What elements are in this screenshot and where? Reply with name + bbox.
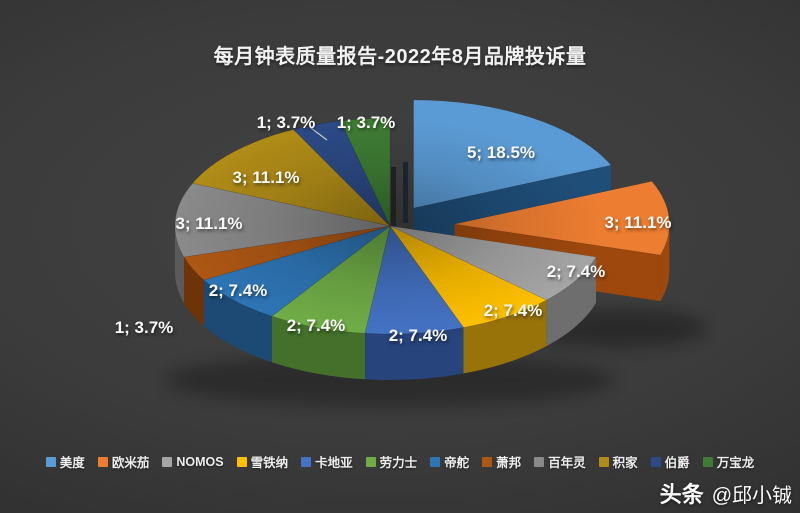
legend-label: 欧米茄 [111,456,150,470]
legend-swatch [365,456,376,467]
legend-swatch [236,456,247,467]
slice-label: 2; 7.4% [389,326,448,345]
pie-slice-side [184,257,204,326]
slice-label: 2; 7.4% [287,316,346,335]
legend-item: 积家 [598,452,638,471]
pie-slice-side [174,226,184,303]
legend-item: 欧米茄 [97,452,150,471]
legend-label: 百年灵 [548,456,586,470]
slice-label: 5; 18.5% [467,143,535,162]
legend-item: 萧邦 [482,452,521,471]
slice-label: 3; 11.1% [232,168,299,187]
pie-slice-side [463,300,547,374]
slice-label: 1; 3.7% [257,113,316,132]
slice-label: 2; 7.4% [484,301,543,320]
legend-label: 美度 [59,456,85,470]
chart-legend: 美度 欧米茄 NOMOS 雪铁纳 卡地亚 劳力士 帝舵 萧邦 百年灵 积家 伯爵 万宝龙 [0,452,800,471]
legend-item: 万宝龙 [702,452,755,471]
legend-swatch [702,456,713,467]
watermark-handle: @邱小铖 [711,485,792,507]
legend-item: 伯爵 [650,452,690,471]
legend-swatch [482,456,493,467]
legend-item: 美度 [45,452,85,471]
legend-item: 卡地亚 [301,452,353,471]
legend-item: 帝舵 [430,452,469,471]
chart-title: 每月钟表质量报告-2022年8月品牌投诉量 [213,46,587,68]
legend-swatch [97,456,108,467]
legend-label: 萧邦 [496,456,522,470]
legend-swatch [301,456,312,467]
legend-swatch [534,456,545,467]
slice-label: 3; 11.1% [175,214,242,233]
legend-swatch [430,456,441,467]
legend-swatch [162,456,173,467]
watermark: 头条 @邱小铖 [660,477,792,509]
legend-label: 帝舵 [444,456,470,470]
pie-slice-side [365,327,464,381]
legend-item: 百年灵 [534,452,586,471]
label-leader-line [310,127,328,141]
slice-label: 2; 7.4% [547,262,606,281]
legend-label: 卡地亚 [315,456,353,470]
legend-swatch [598,456,609,467]
pie-cut-sliver [403,162,408,223]
legend-item: 雪铁纳 [236,452,289,471]
legend-item: NOMOS [162,454,224,469]
slice-label: 3; 11.1% [604,213,671,232]
pie-cut-sliver [391,167,396,226]
slice-label: 1; 3.7% [337,113,396,132]
slice-label: 2; 7.4% [209,281,268,300]
slice-label: 1; 3.7% [115,318,174,337]
watermark-brand: 头条 [659,482,704,507]
legend-swatch [650,456,661,467]
pie-slice-side [271,316,365,380]
pie-shading [175,118,605,334]
legend-label: NOMOS [176,454,224,469]
legend-item: 劳力士 [365,452,418,471]
legend-label: 伯爵 [664,456,690,470]
legend-label: 积家 [612,456,638,470]
pie-slice-side [203,280,272,363]
legend-label: 雪铁纳 [250,456,289,470]
legend-label: 劳力士 [379,456,418,470]
pie-slice-side [546,257,596,347]
legend-label: 万宝龙 [716,456,755,470]
pie-slice-side [660,224,670,302]
legend-swatch [45,456,56,467]
